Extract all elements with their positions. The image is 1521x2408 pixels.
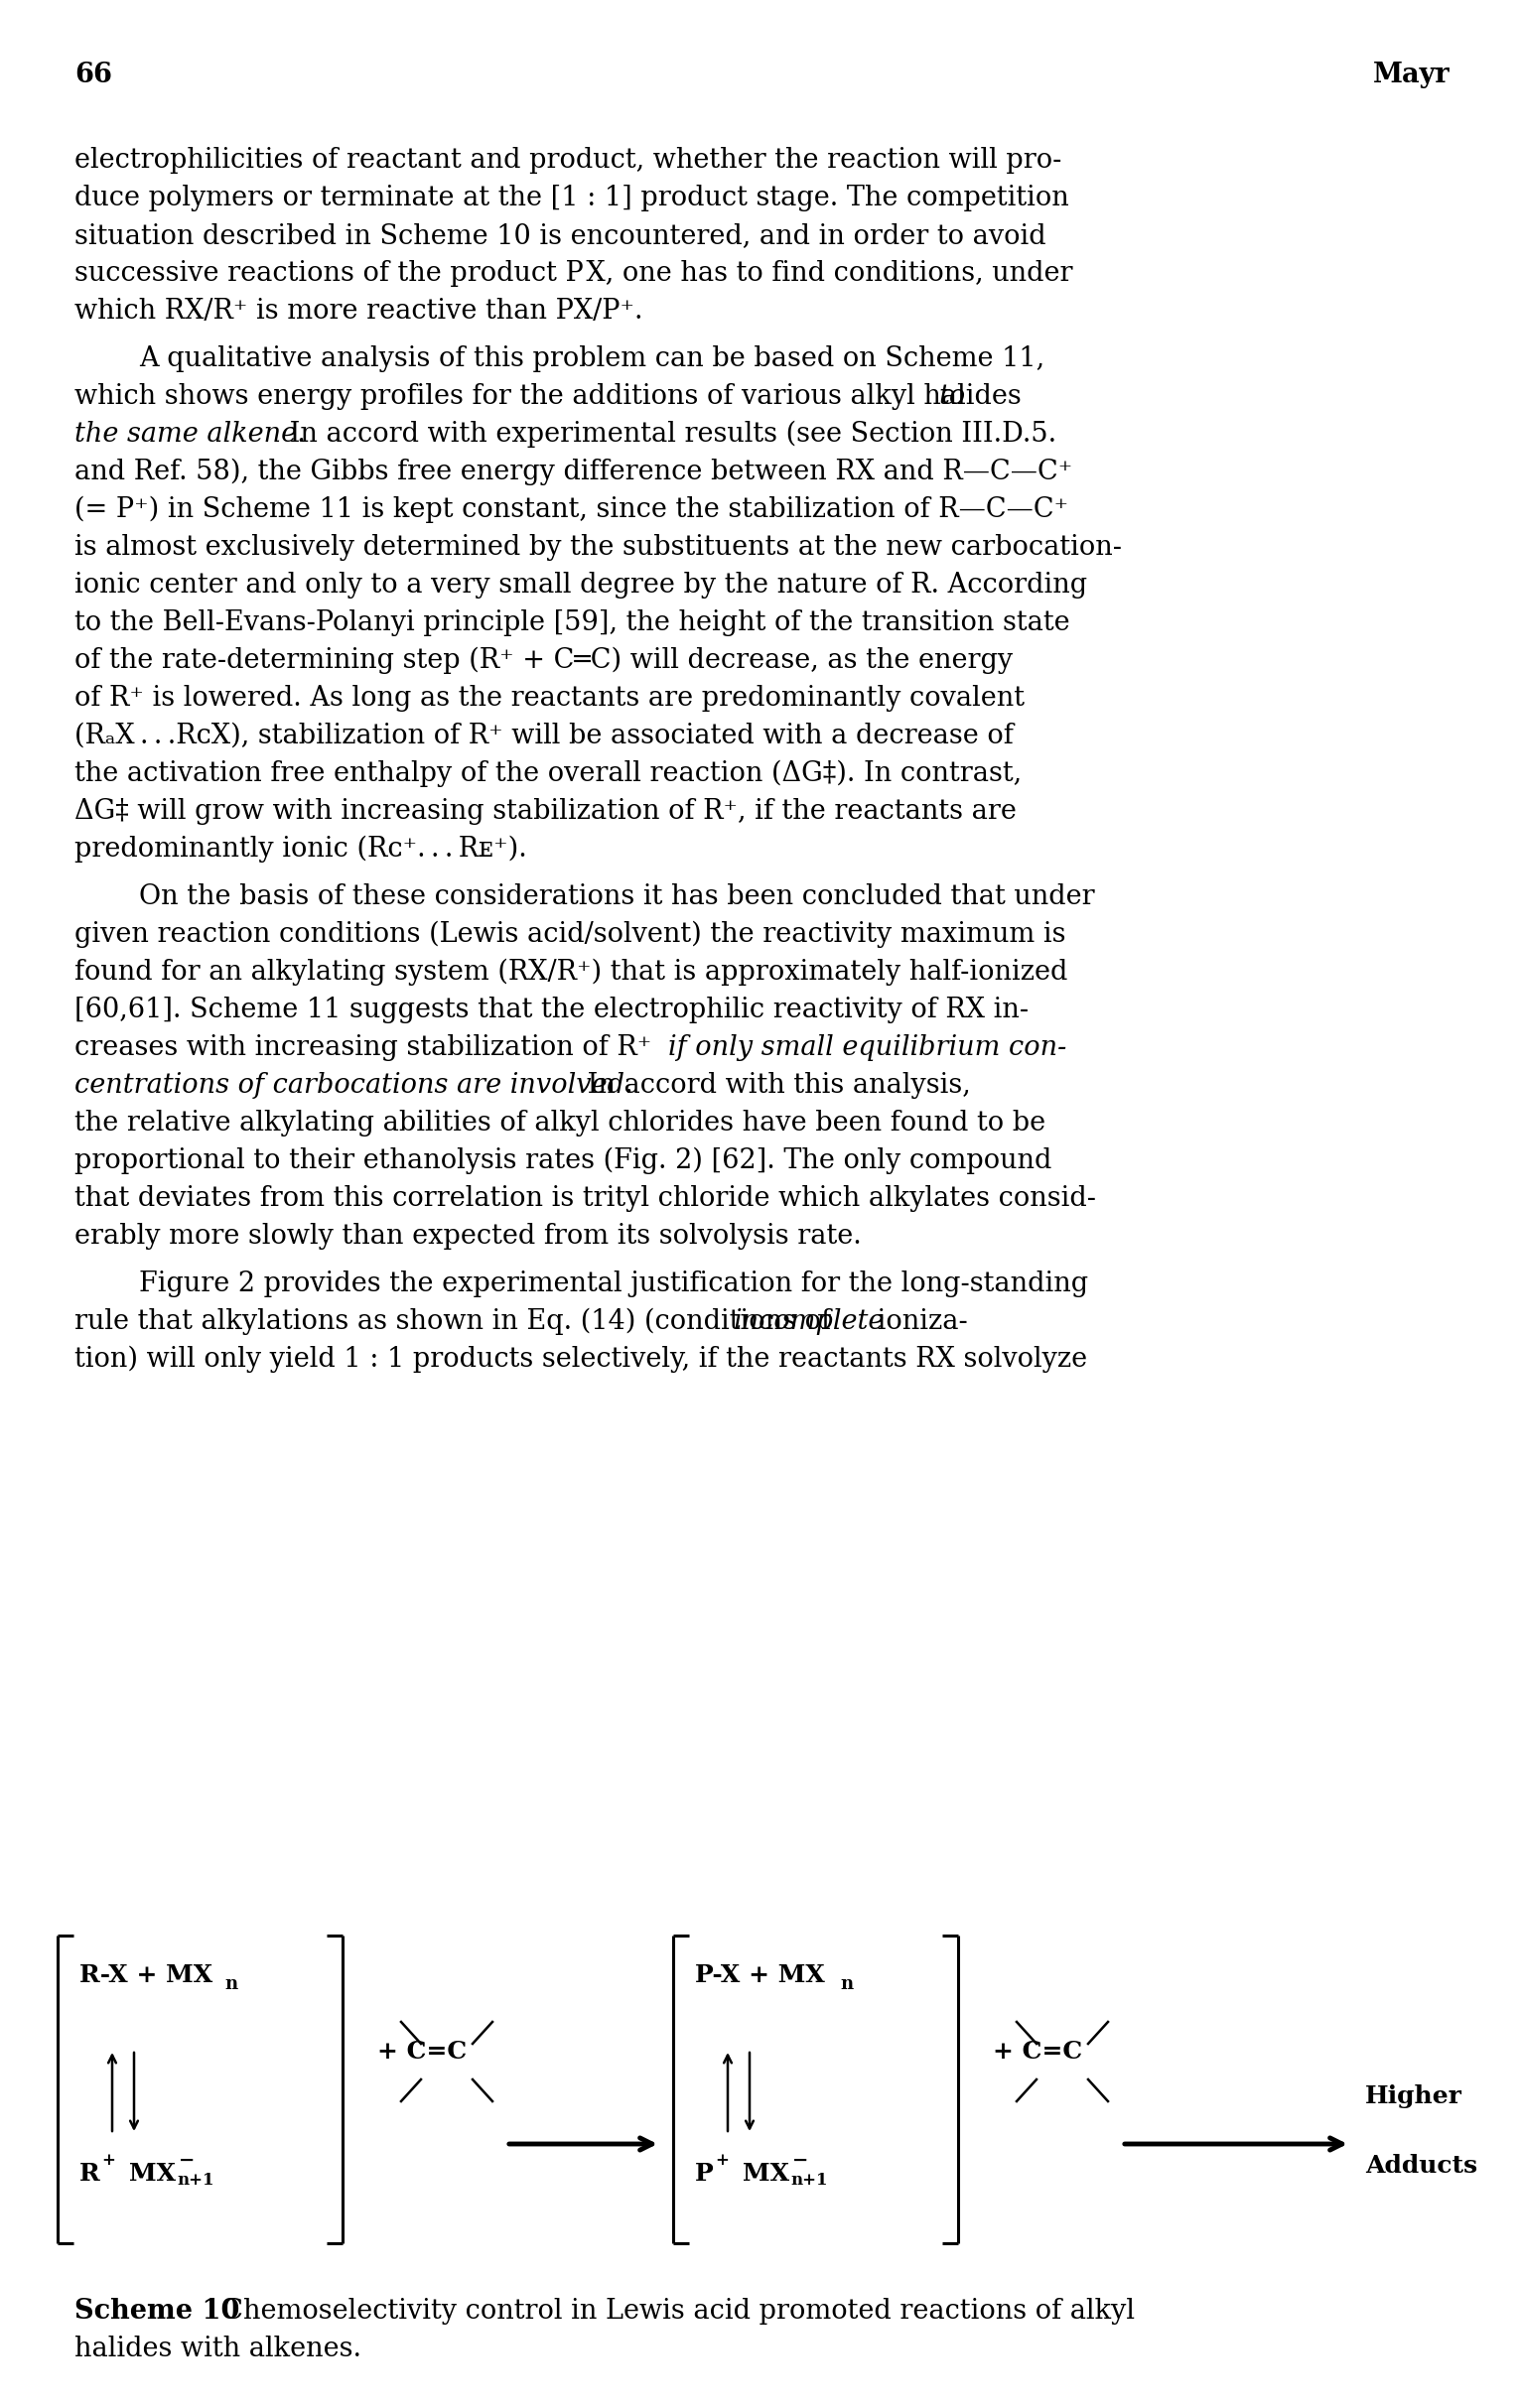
Text: −: − xyxy=(792,2153,809,2170)
Text: that deviates from this correlation is trityl chloride which alkylates consid-: that deviates from this correlation is t… xyxy=(75,1185,1097,1211)
Text: ΔG‡ will grow with increasing stabilization of R⁺, if the reactants are: ΔG‡ will grow with increasing stabilizat… xyxy=(75,797,1016,826)
Text: (= P⁺) in Scheme 11 is kept constant, since the stabilization of R—C—C⁺: (= P⁺) in Scheme 11 is kept constant, si… xyxy=(75,496,1068,523)
Text: P-X + MX: P-X + MX xyxy=(695,1963,824,1987)
Text: the relative alkylating abilities of alkyl chlorides have been found to be: the relative alkylating abilities of alk… xyxy=(75,1110,1045,1137)
Text: the same alkene.: the same alkene. xyxy=(75,421,306,448)
Text: and Ref. 58), the Gibbs free energy difference between RX and R—C—C⁺: and Ref. 58), the Gibbs free energy diff… xyxy=(75,458,1072,486)
Text: 66: 66 xyxy=(75,63,113,89)
Text: In accord with experimental results (see Section III.D.5.: In accord with experimental results (see… xyxy=(281,421,1057,448)
Text: [60,61]. Scheme 11 suggests that the electrophilic reactivity of RX in-: [60,61]. Scheme 11 suggests that the ele… xyxy=(75,997,1028,1023)
Text: successive reactions of the product P X, one has to find conditions, under: successive reactions of the product P X,… xyxy=(75,260,1072,287)
Text: tion) will only yield 1 : 1 products selectively, if the reactants RX solvolyze: tion) will only yield 1 : 1 products sel… xyxy=(75,1346,1088,1373)
Text: MX: MX xyxy=(129,2162,176,2186)
Text: electrophilicities of reactant and product, whether the reaction will pro-: electrophilicities of reactant and produ… xyxy=(75,147,1062,173)
Text: MX: MX xyxy=(742,2162,789,2186)
Text: R-X + MX: R-X + MX xyxy=(79,1963,213,1987)
Text: Chemoselectivity control in Lewis acid promoted reactions of alkyl: Chemoselectivity control in Lewis acid p… xyxy=(205,2297,1135,2324)
Text: n: n xyxy=(840,1975,853,1994)
Text: of R⁺ is lowered. As long as the reactants are predominantly covalent: of R⁺ is lowered. As long as the reactan… xyxy=(75,684,1025,713)
Text: incomplete: incomplete xyxy=(733,1308,885,1334)
Text: (RₐX . . .RᴄX), stabilization of R⁺ will be associated with a decrease of: (RₐX . . .RᴄX), stabilization of R⁺ will… xyxy=(75,722,1013,749)
Text: P: P xyxy=(695,2162,713,2186)
Text: rule that alkylations as shown in Eq. (14) (conditions of: rule that alkylations as shown in Eq. (1… xyxy=(75,1308,840,1336)
Text: Scheme 10: Scheme 10 xyxy=(75,2297,240,2324)
Text: which RX/R⁺ is more reactive than PX/P⁺.: which RX/R⁺ is more reactive than PX/P⁺. xyxy=(75,299,643,325)
Text: R: R xyxy=(79,2162,100,2186)
Text: n+1: n+1 xyxy=(791,2172,827,2189)
Text: proportional to their ethanolysis rates (Fig. 2) [62]. The only compound: proportional to their ethanolysis rates … xyxy=(75,1149,1051,1175)
Text: +: + xyxy=(102,2153,116,2170)
Text: the activation free enthalpy of the overall reaction (ΔG‡). In contrast,: the activation free enthalpy of the over… xyxy=(75,761,1022,787)
Text: −: − xyxy=(178,2153,195,2170)
Text: Figure 2 provides the experimental justification for the long-standing: Figure 2 provides the experimental justi… xyxy=(138,1271,1088,1298)
Text: to: to xyxy=(938,383,966,409)
Text: halides with alkenes.: halides with alkenes. xyxy=(75,2336,362,2362)
Text: n+1: n+1 xyxy=(176,2172,214,2189)
Text: In accord with this analysis,: In accord with this analysis, xyxy=(580,1072,970,1098)
Text: erably more slowly than expected from its solvolysis rate.: erably more slowly than expected from it… xyxy=(75,1223,861,1250)
Text: ionic center and only to a very small degree by the nature of R. According: ionic center and only to a very small de… xyxy=(75,571,1088,600)
Text: + C=C: + C=C xyxy=(993,2040,1083,2064)
Text: n: n xyxy=(225,1975,237,1994)
Text: predominantly ionic (Rᴄ⁺. . . Rᴇ⁺).: predominantly ionic (Rᴄ⁺. . . Rᴇ⁺). xyxy=(75,836,526,862)
Text: to the Bell-Evans-Polanyi principle [59], the height of the transition state: to the Bell-Evans-Polanyi principle [59]… xyxy=(75,609,1069,636)
Text: +: + xyxy=(715,2153,729,2170)
Text: Higher: Higher xyxy=(1366,2085,1462,2109)
Text: + C=C: + C=C xyxy=(377,2040,467,2064)
Text: if only small equilibrium con-: if only small equilibrium con- xyxy=(668,1035,1066,1062)
Text: On the basis of these considerations it has been concluded that under: On the basis of these considerations it … xyxy=(138,884,1095,910)
Text: A qualitative analysis of this problem can be based on Scheme 11,: A qualitative analysis of this problem c… xyxy=(138,344,1045,373)
Text: duce polymers or terminate at the [1 : 1] product stage. The competition: duce polymers or terminate at the [1 : 1… xyxy=(75,185,1069,212)
Text: ioniza-: ioniza- xyxy=(868,1308,967,1334)
Text: given reaction conditions (Lewis acid/solvent) the reactivity maximum is: given reaction conditions (Lewis acid/so… xyxy=(75,922,1066,949)
Text: creases with increasing stabilization of R⁺: creases with increasing stabilization of… xyxy=(75,1035,660,1062)
Text: which shows energy profiles for the additions of various alkyl halides: which shows energy profiles for the addi… xyxy=(75,383,1030,409)
Text: found for an alkylating system (RX/R⁺) that is approximately half-ionized: found for an alkylating system (RX/R⁺) t… xyxy=(75,958,1068,985)
Text: situation described in Scheme 10 is encountered, and in order to avoid: situation described in Scheme 10 is enco… xyxy=(75,222,1046,248)
Text: centrations of carbocations are involved.: centrations of carbocations are involved… xyxy=(75,1072,633,1098)
Text: of the rate-determining step (R⁺ + C═C) will decrease, as the energy: of the rate-determining step (R⁺ + C═C) … xyxy=(75,648,1013,674)
Text: Adducts: Adducts xyxy=(1366,2153,1477,2177)
Text: Mayr: Mayr xyxy=(1372,63,1450,89)
Text: is almost exclusively determined by the substituents at the new carbocation-: is almost exclusively determined by the … xyxy=(75,535,1122,561)
